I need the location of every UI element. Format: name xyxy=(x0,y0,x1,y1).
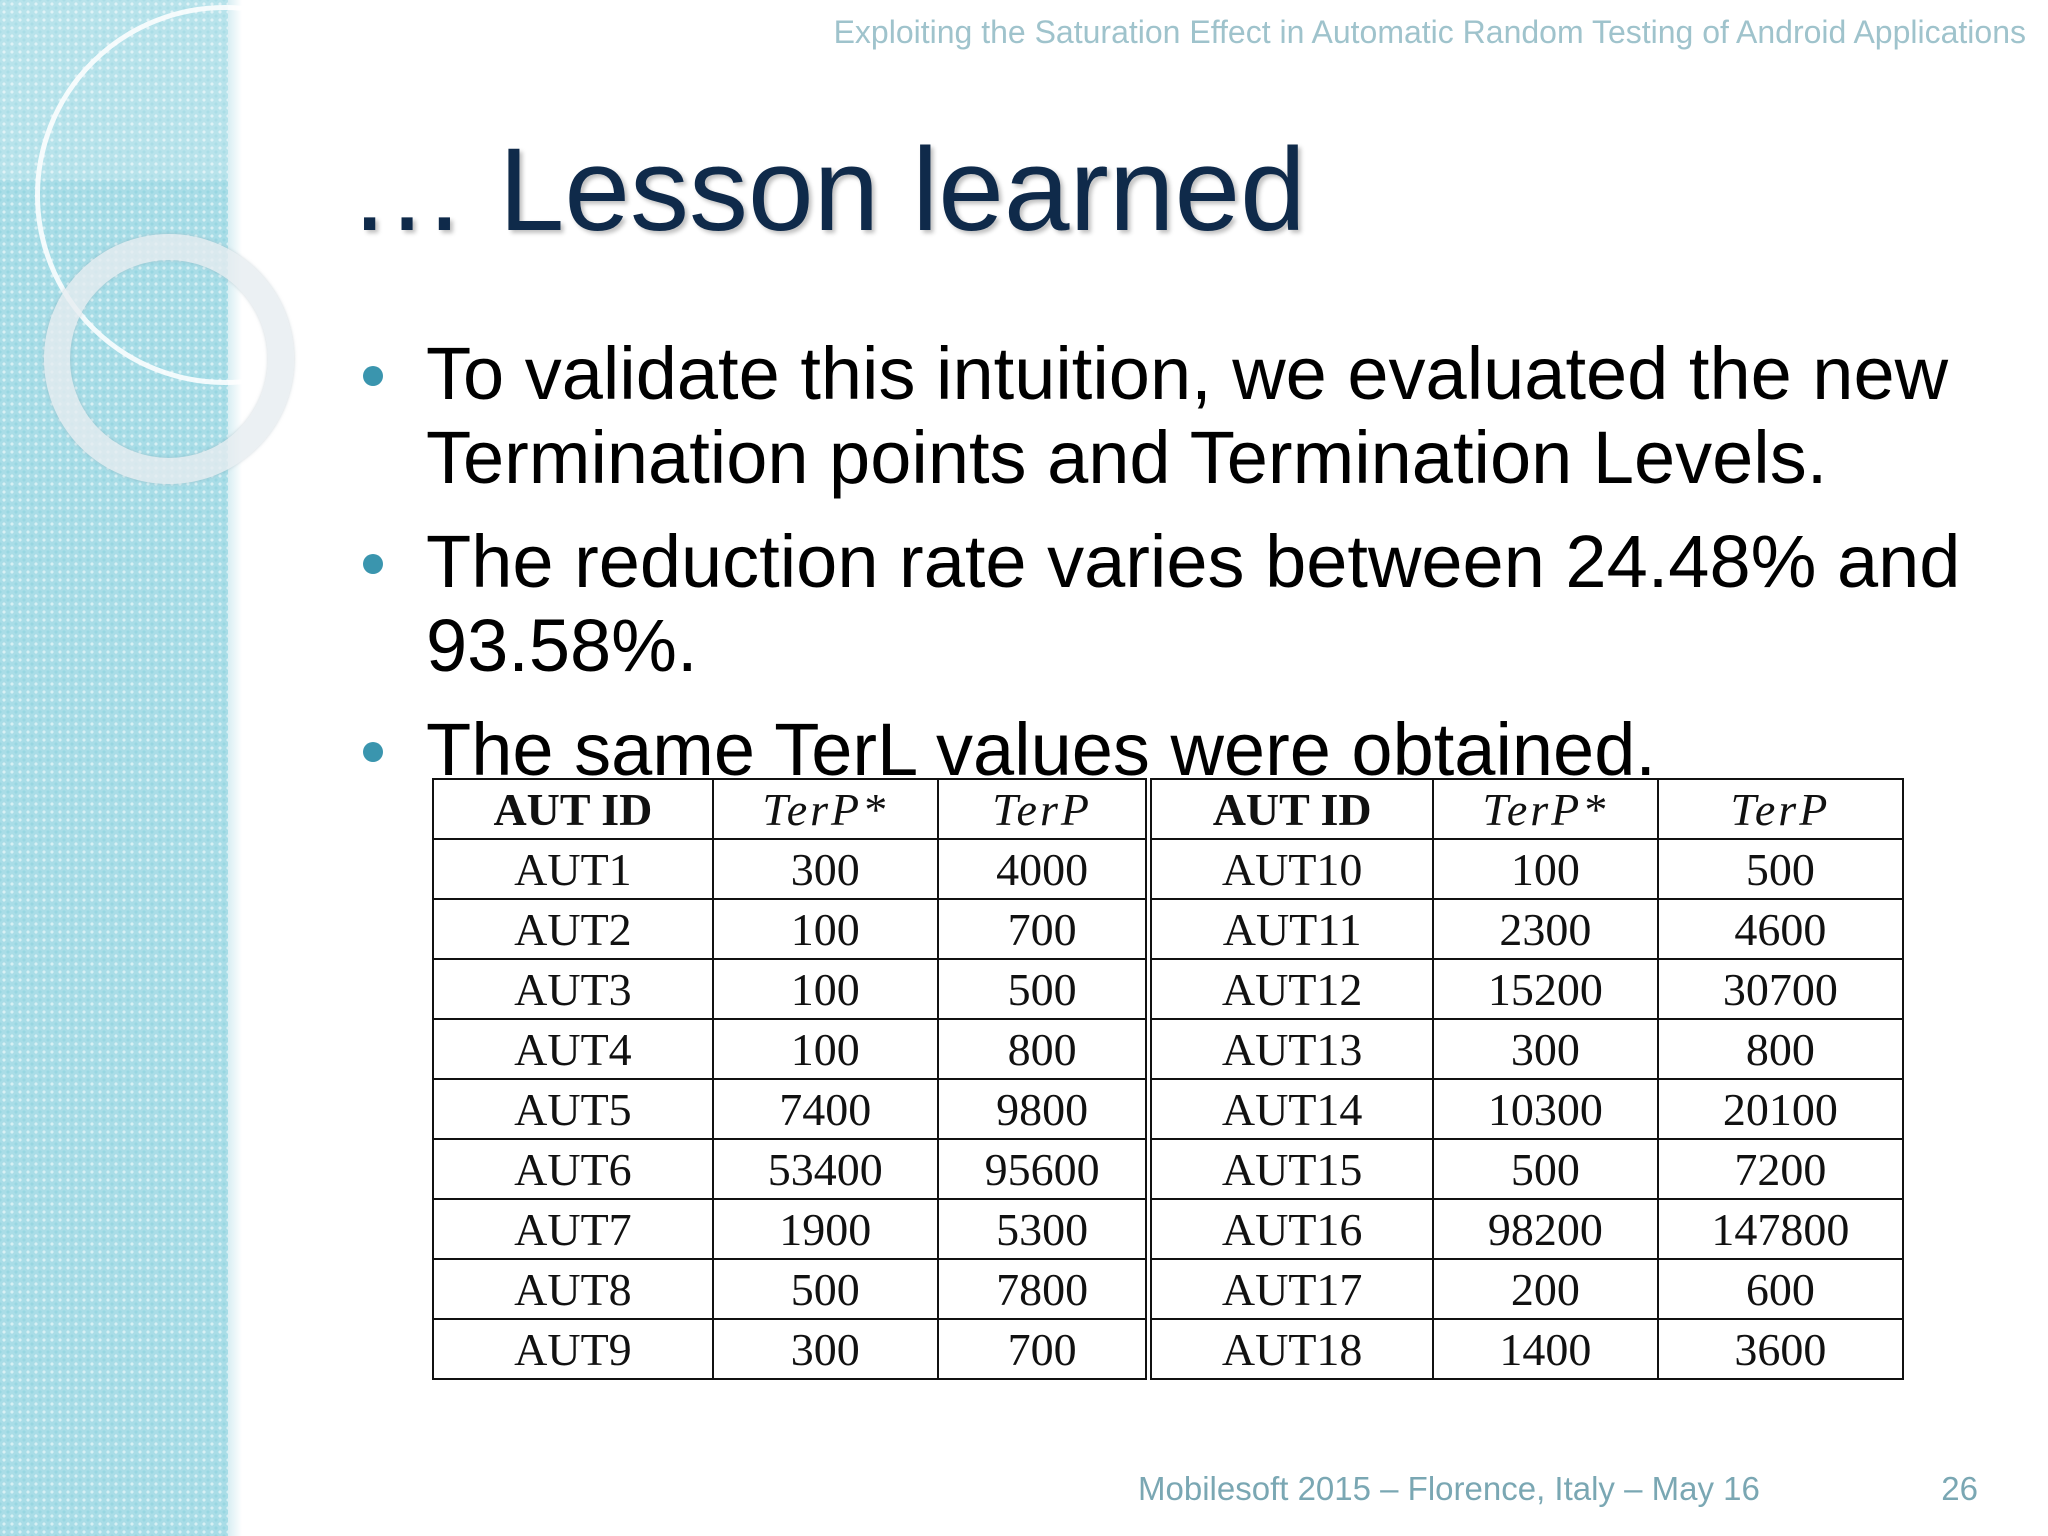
table-cell: 800 xyxy=(936,1018,1153,1080)
table-row: AUT1 300 4000 AUT10 100 500 xyxy=(432,838,1905,900)
table-cell: AUT15 xyxy=(1147,1138,1434,1200)
column-header-terp: TerP xyxy=(1656,778,1905,840)
table-cell: 95600 xyxy=(936,1138,1153,1200)
table-cell: 30700 xyxy=(1656,958,1905,1020)
table-cell: AUT18 xyxy=(1147,1318,1434,1380)
footer-text: Mobilesoft 2015 – Florence, Italy – May … xyxy=(1138,1470,1760,1507)
table-header-row: AUT ID TerP* TerP AUT ID TerP* TerP xyxy=(432,778,1905,840)
table-cell: AUT2 xyxy=(432,898,714,960)
table-cell: 700 xyxy=(936,898,1153,960)
table-cell: 98200 xyxy=(1431,1198,1659,1260)
table-cell: 1900 xyxy=(711,1198,939,1260)
table-cell: 53400 xyxy=(711,1138,939,1200)
table-cell: 500 xyxy=(1431,1138,1659,1200)
table-cell: 800 xyxy=(1656,1018,1905,1080)
table-row: AUT7 1900 5300 AUT16 98200 147800 xyxy=(432,1198,1905,1260)
table-cell: AUT13 xyxy=(1147,1018,1434,1080)
table-cell: AUT9 xyxy=(432,1318,714,1380)
table-cell: AUT16 xyxy=(1147,1198,1434,1260)
table-row: AUT3 100 500 AUT12 15200 30700 xyxy=(432,958,1905,1020)
table-cell: AUT4 xyxy=(432,1018,714,1080)
table-cell: 5300 xyxy=(936,1198,1153,1260)
table-cell: AUT8 xyxy=(432,1258,714,1320)
column-header-aut-id: AUT ID xyxy=(432,778,714,840)
table-cell: AUT11 xyxy=(1147,898,1434,960)
table-cell: 2300 xyxy=(1431,898,1659,960)
table-cell: 500 xyxy=(1656,838,1905,900)
bullet-text: To validate this intuition, we evaluated… xyxy=(426,332,1949,499)
table-cell: 15200 xyxy=(1431,958,1659,1020)
bullet-dot-icon xyxy=(363,366,383,386)
table-cell: 4000 xyxy=(936,838,1153,900)
table-cell: AUT7 xyxy=(432,1198,714,1260)
table-cell: 100 xyxy=(711,1018,939,1080)
table-row: AUT6 53400 95600 AUT15 500 7200 xyxy=(432,1138,1905,1200)
decorative-ring-small xyxy=(44,234,294,484)
table-cell: 9800 xyxy=(936,1078,1153,1140)
column-header-terp: TerP xyxy=(936,778,1153,840)
table-body: AUT1 300 4000 AUT10 100 500 AUT2 100 700 AUT11 230… xyxy=(432,838,1905,1380)
slide-title: … Lesson learned xyxy=(348,124,1306,256)
table-cell: 300 xyxy=(711,1318,939,1380)
table-cell: AUT12 xyxy=(1147,958,1434,1020)
table-cell: 7800 xyxy=(936,1258,1153,1320)
table-cell: AUT17 xyxy=(1147,1258,1434,1320)
termination-points-table: AUT ID TerP* TerP AUT ID TerP* TerP AUT1… xyxy=(432,778,1905,1380)
table-cell: 300 xyxy=(1431,1018,1659,1080)
bullet-dot-icon xyxy=(363,554,383,574)
table-cell: AUT10 xyxy=(1147,838,1434,900)
table-cell: 7200 xyxy=(1656,1138,1905,1200)
table-cell: 500 xyxy=(711,1258,939,1320)
table-cell: 300 xyxy=(711,838,939,900)
bullet-item: To validate this intuition, we evaluated… xyxy=(360,332,2000,500)
table-row: AUT2 100 700 AUT11 2300 4600 xyxy=(432,898,1905,960)
table-cell: 100 xyxy=(1431,838,1659,900)
bullet-list: To validate this intuition, we evaluated… xyxy=(360,332,2000,812)
table-cell: 600 xyxy=(1656,1258,1905,1320)
table-cell: AUT14 xyxy=(1147,1078,1434,1140)
bullet-text: The reduction rate varies between 24.48%… xyxy=(426,520,1961,687)
table-cell: 500 xyxy=(936,958,1153,1020)
column-header-terp-star: TerP* xyxy=(711,778,939,840)
table-cell: 700 xyxy=(936,1318,1153,1380)
table-cell: 20100 xyxy=(1656,1078,1905,1140)
presentation-header: Exploiting the Saturation Effect in Auto… xyxy=(833,14,2026,50)
column-header-terp-star: TerP* xyxy=(1431,778,1659,840)
bullet-text: The same TerL values were obtained. xyxy=(426,708,1656,791)
table-row: AUT4 100 800 AUT13 300 800 xyxy=(432,1018,1905,1080)
table-cell: 100 xyxy=(711,898,939,960)
table-cell: AUT6 xyxy=(432,1138,714,1200)
column-header-aut-id: AUT ID xyxy=(1147,778,1434,840)
bullet-item: The same TerL values were obtained. xyxy=(360,708,2000,792)
bullet-item: The reduction rate varies between 24.48%… xyxy=(360,520,2000,688)
table-cell: 147800 xyxy=(1656,1198,1905,1260)
table-row: AUT8 500 7800 AUT17 200 600 xyxy=(432,1258,1905,1320)
table-cell: 100 xyxy=(711,958,939,1020)
table-cell: AUT3 xyxy=(432,958,714,1020)
table-cell: 200 xyxy=(1431,1258,1659,1320)
table-row: AUT5 7400 9800 AUT14 10300 20100 xyxy=(432,1078,1905,1140)
page-number: 26 xyxy=(1941,1470,1978,1507)
table-cell: 4600 xyxy=(1656,898,1905,960)
table-cell: AUT5 xyxy=(432,1078,714,1140)
table-cell: AUT1 xyxy=(432,838,714,900)
table-cell: 1400 xyxy=(1431,1318,1659,1380)
table-cell: 10300 xyxy=(1431,1078,1659,1140)
table-cell: 3600 xyxy=(1656,1318,1905,1380)
bullet-dot-icon xyxy=(363,742,383,762)
table-row: AUT9 300 700 AUT18 1400 3600 xyxy=(432,1318,1905,1380)
table-cell: 7400 xyxy=(711,1078,939,1140)
